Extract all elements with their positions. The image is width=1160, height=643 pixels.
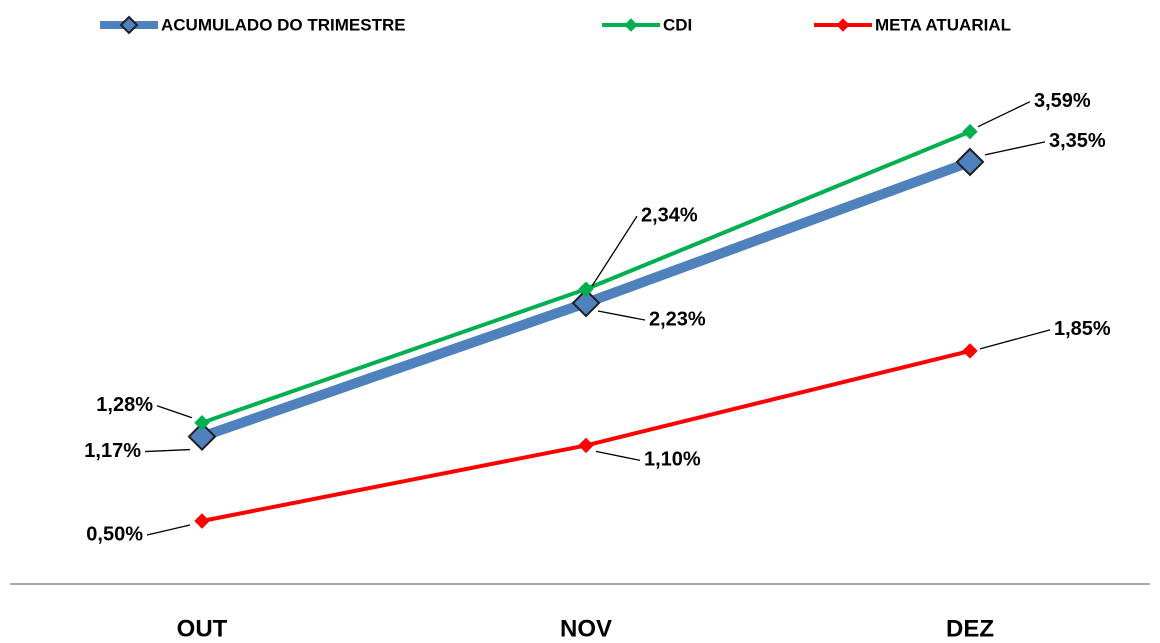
marker — [962, 123, 978, 140]
data-label: 2,23% — [649, 308, 706, 330]
leader-line — [144, 448, 191, 453]
data-label: 0,50% — [86, 523, 143, 545]
marker — [194, 415, 210, 431]
leader-line — [146, 524, 191, 536]
marker — [578, 437, 594, 454]
leader-line — [597, 310, 646, 321]
legend-marker — [624, 18, 638, 32]
data-label: 1,85% — [1054, 318, 1111, 340]
x-tick-label: NOV — [560, 615, 612, 642]
series-line — [201, 348, 971, 523]
data-label: 3,59% — [1034, 90, 1091, 112]
data-label: 1,17% — [84, 440, 141, 462]
marker — [571, 288, 601, 318]
leader-line — [591, 215, 638, 287]
legend-label: META ATUARIAL — [875, 15, 1011, 34]
data-label: 2,34% — [641, 204, 698, 226]
legend-label: CDI — [663, 15, 692, 34]
marker — [578, 281, 594, 297]
leader-line — [984, 141, 1046, 156]
marker — [194, 513, 210, 529]
legend-marker — [836, 18, 850, 32]
x-tick-label: OUT — [177, 615, 228, 642]
marker — [187, 422, 217, 451]
data-label: 3,35% — [1049, 130, 1106, 152]
leader-line — [156, 405, 193, 419]
marker — [962, 343, 978, 359]
legend-label: ACUMULADO DO TRIMESTRE — [161, 15, 406, 34]
x-tick-label: DEZ — [946, 615, 994, 642]
leader-line — [977, 101, 1031, 128]
marker — [955, 147, 985, 177]
leader-line — [595, 450, 641, 462]
leader-line — [979, 329, 1051, 350]
data-label: 1,10% — [644, 449, 701, 471]
legend-marker — [119, 15, 139, 35]
data-label: 1,28% — [96, 394, 153, 416]
